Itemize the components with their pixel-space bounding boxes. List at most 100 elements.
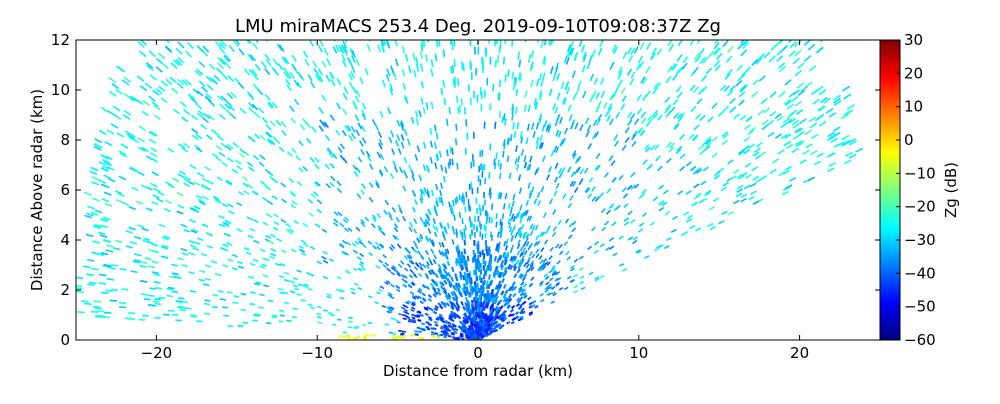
radar-gate: [511, 237, 513, 242]
radar-gate: [456, 124, 457, 131]
radar-gate: [633, 241, 638, 244]
radar-gate: [458, 316, 461, 319]
radar-gate: [384, 166, 387, 172]
radar-gate: [412, 170, 414, 176]
radar-gate: [129, 227, 136, 229]
radar-gate: [333, 153, 337, 158]
radar-gate: [233, 143, 239, 147]
radar-gate: [585, 168, 588, 173]
radar-gate: [752, 167, 758, 171]
radar-gate: [655, 145, 660, 150]
radar-gate: [310, 158, 314, 163]
radar-gate: [777, 56, 783, 62]
radar-gate: [392, 149, 395, 155]
radar-gate: [99, 274, 106, 275]
radar-gate: [148, 266, 155, 268]
radar-gate: [293, 285, 298, 286]
radar-gate: [528, 124, 530, 131]
radar-gate: [631, 114, 635, 120]
radar-gate: [520, 297, 523, 300]
radar-gate: [230, 114, 235, 119]
radar-gate: [434, 322, 437, 323]
radar-gate: [249, 167, 254, 171]
radar-gate: [181, 265, 187, 267]
radar-gate: [535, 306, 539, 308]
radar-gate: [461, 336, 464, 337]
radar-gate: [811, 134, 818, 138]
radar-gate: [317, 262, 322, 264]
radar-gate: [539, 256, 542, 260]
radar-gate: [399, 148, 402, 154]
radar-gate: [495, 38, 496, 46]
radar-gate: [438, 264, 440, 268]
radar-gate: [463, 306, 465, 310]
radar-gate: [737, 186, 743, 189]
radar-gate: [599, 48, 602, 55]
radar-gate: [589, 178, 593, 183]
radar-gate: [541, 248, 544, 252]
radar-gate: [733, 28, 738, 35]
y-axis-label: Distance Above radar (km): [28, 89, 46, 291]
radar-gate: [646, 121, 650, 127]
radar-gate: [538, 201, 540, 206]
radar-gate: [397, 120, 399, 127]
radar-gate: [856, 148, 863, 152]
radar-gate: [408, 139, 410, 145]
radar-gate: [362, 103, 365, 109]
radar-gate: [464, 199, 465, 205]
radar-gate: [273, 227, 278, 230]
radar-gate: [516, 260, 518, 264]
radar-gate: [514, 274, 516, 278]
radar-gate: [146, 208, 153, 211]
radar-gate: [544, 274, 547, 277]
radar-gate: [368, 241, 372, 244]
radar-gate: [219, 153, 225, 157]
radar-gate: [568, 203, 571, 208]
radar-gate: [291, 204, 296, 208]
radar-gate: [208, 181, 214, 185]
radar-gate: [435, 163, 437, 169]
radar-gate: [204, 314, 210, 315]
radar-gate: [531, 63, 533, 71]
radar-gate: [84, 192, 92, 195]
radar-gate: [495, 306, 497, 310]
radar-gate: [624, 204, 628, 208]
radar-gate: [255, 64, 260, 70]
radar-gate: [282, 130, 287, 135]
radar-gate: [530, 231, 532, 236]
radar-gate: [708, 117, 713, 122]
radar-gate: [383, 255, 387, 258]
radar-gate: [84, 304, 92, 305]
radar-gate: [253, 84, 258, 90]
radar-gate: [655, 248, 660, 251]
radar-gate: [444, 50, 445, 58]
radar-gate: [143, 238, 150, 240]
radar-gate: [259, 162, 264, 166]
radar-gate: [116, 200, 123, 203]
radar-gate: [543, 73, 545, 80]
radar-gate: [447, 119, 448, 126]
radar-gate: [666, 238, 671, 241]
radar-gate: [712, 103, 717, 108]
radar-gate: [590, 74, 593, 81]
radar-gate: [240, 108, 245, 113]
radar-gate: [740, 116, 746, 121]
radar-gate: [596, 93, 599, 100]
radar-gate: [190, 245, 196, 247]
radar-gate: [380, 154, 383, 160]
radar-gate: [834, 143, 841, 147]
radar-gate: [625, 137, 629, 142]
radar-gate: [444, 265, 446, 270]
radar-gate: [831, 139, 838, 143]
radar-gate: [605, 173, 609, 178]
radar-gate: [461, 301, 463, 305]
radar-gate: [709, 51, 714, 57]
radar-gate: [444, 332, 447, 333]
radar-gate: [455, 80, 456, 88]
radar-gate: [488, 300, 489, 305]
radar-gate: [181, 302, 187, 303]
radar-gate: [601, 209, 605, 213]
radar-gate: [806, 144, 813, 148]
radar-gate: [293, 278, 298, 280]
radar-gate: [409, 319, 413, 320]
